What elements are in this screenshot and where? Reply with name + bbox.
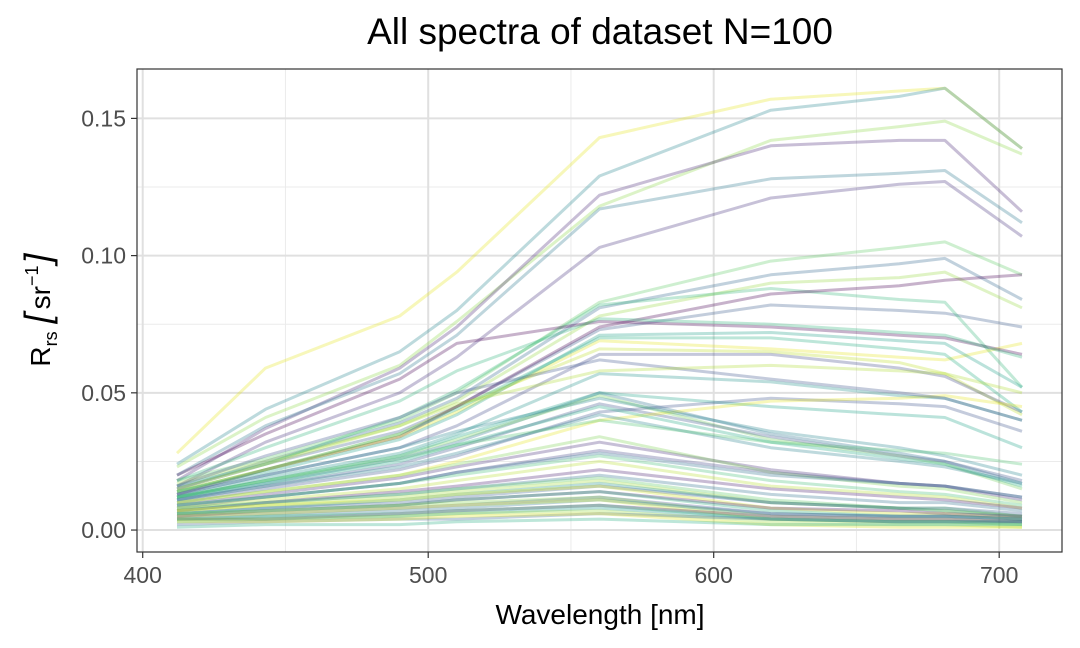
spectrum-line-50 <box>176 512 1022 527</box>
spectrum-line-20 <box>176 394 1023 499</box>
spectrum-line-51 <box>177 512 1022 529</box>
spectrum-line-48 <box>176 506 1022 524</box>
y-axis-title-unit: sr <box>25 286 56 309</box>
spectrum-line-45 <box>176 498 1023 527</box>
spectrum-line-19 <box>176 391 1023 502</box>
spectrum-line-54 <box>176 317 1023 483</box>
spectrum-line-37 <box>176 481 1023 518</box>
spectrum-line-29 <box>176 449 1023 510</box>
y-axis-title-bracket-close: ] <box>17 252 58 266</box>
y-axis-title-superscript: −1 <box>22 265 42 286</box>
spectrum-line-17 <box>176 336 1023 494</box>
spectrum-line-43 <box>176 495 1023 524</box>
y-axis-title: Rrs [sr−1] <box>17 252 61 366</box>
spectrum-line-2 <box>176 86 1023 466</box>
spectrum-line-25 <box>176 405 1023 499</box>
x-tick-label: 400 <box>124 562 162 588</box>
spectrum-line-12 <box>176 347 1023 494</box>
spectrum-line-18 <box>176 372 1023 499</box>
spectrum-line-49 <box>177 509 1023 529</box>
spectrum-line-38 <box>176 484 1023 516</box>
spectrum-line-35 <box>176 476 1023 518</box>
x-tick-label: 700 <box>980 562 1018 588</box>
spectrum-line-31 <box>176 454 1023 507</box>
spectrum-line-23 <box>176 396 1023 505</box>
spectrum-line-8 <box>176 256 1023 491</box>
spectrum-line-30 <box>176 451 1023 507</box>
spectrum-line-56 <box>176 363 1023 491</box>
spectrum-line-55 <box>176 358 1023 488</box>
spectrum-line-42 <box>176 495 1023 521</box>
y-axis-title-subscript: rs <box>41 331 61 346</box>
spectrum-line-11 <box>176 287 1024 488</box>
x-axis: 400 500 600 700 <box>124 552 1018 588</box>
spectrum-line-14 <box>176 339 1023 494</box>
spectrum-line-36 <box>176 479 1023 518</box>
chart-title: All spectra of dataset N=100 <box>367 11 833 52</box>
spectrum-line-57 <box>176 396 1023 496</box>
spectrum-line-13 <box>176 273 1023 496</box>
spectrum-line-40 <box>176 490 1023 518</box>
spectrum-line-3 <box>176 119 1023 469</box>
spectrum-line-32 <box>176 459 1023 510</box>
grid <box>137 69 1062 552</box>
spectrum-line-27 <box>176 440 1023 507</box>
y-axis: 0.00 0.05 0.10 0.15 <box>81 105 137 543</box>
spectrum-line-1 <box>175 86 1023 455</box>
x-tick-label: 600 <box>695 562 733 588</box>
spectrum-line-28 <box>176 435 1023 505</box>
spectrum-line-4 <box>176 138 1024 482</box>
spectrum-line-33 <box>176 468 1023 513</box>
spectrum-line-53 <box>176 320 1023 477</box>
spectrum-line-9 <box>176 270 1023 485</box>
spectrum-line-34 <box>176 473 1023 513</box>
x-tick-label: 500 <box>409 562 447 588</box>
spectrum-line-46 <box>177 503 1023 524</box>
plot-background <box>137 69 1062 552</box>
y-tick-label: 0.10 <box>81 243 126 269</box>
y-tick-label: 0.05 <box>81 380 126 406</box>
spectrum-line-16 <box>176 352 1023 496</box>
spectrum-line-21 <box>176 402 1023 502</box>
spectrum-line-5 <box>176 169 1023 477</box>
spectrum-line-10 <box>176 303 1023 491</box>
spectrum-line-47 <box>176 503 1023 527</box>
spectrum-line-52 <box>176 517 1022 529</box>
spectrum-line-15 <box>176 331 1023 494</box>
spectrum-line-7 <box>176 240 1023 483</box>
spectrum-line-44 <box>176 498 1023 521</box>
spectrum-line-24 <box>176 394 1023 505</box>
spectrum-line-22 <box>176 391 1023 499</box>
y-axis-title-bracket-open: [ <box>17 310 58 324</box>
y-tick-label: 0.15 <box>81 105 126 131</box>
spectrum-line-41 <box>176 490 1023 521</box>
series-lines <box>175 86 1024 529</box>
spectrum-line-26 <box>176 413 1023 502</box>
plot-panel-border <box>136 68 1063 553</box>
spectrum-line-39 <box>176 484 1023 521</box>
y-axis-title-main: R <box>25 346 56 366</box>
spectrum-line-6 <box>176 180 1023 488</box>
x-axis-title: Wavelength [nm] <box>495 599 704 630</box>
spectrum-line-58 <box>176 418 1023 499</box>
y-tick-label: 0.00 <box>81 517 126 543</box>
